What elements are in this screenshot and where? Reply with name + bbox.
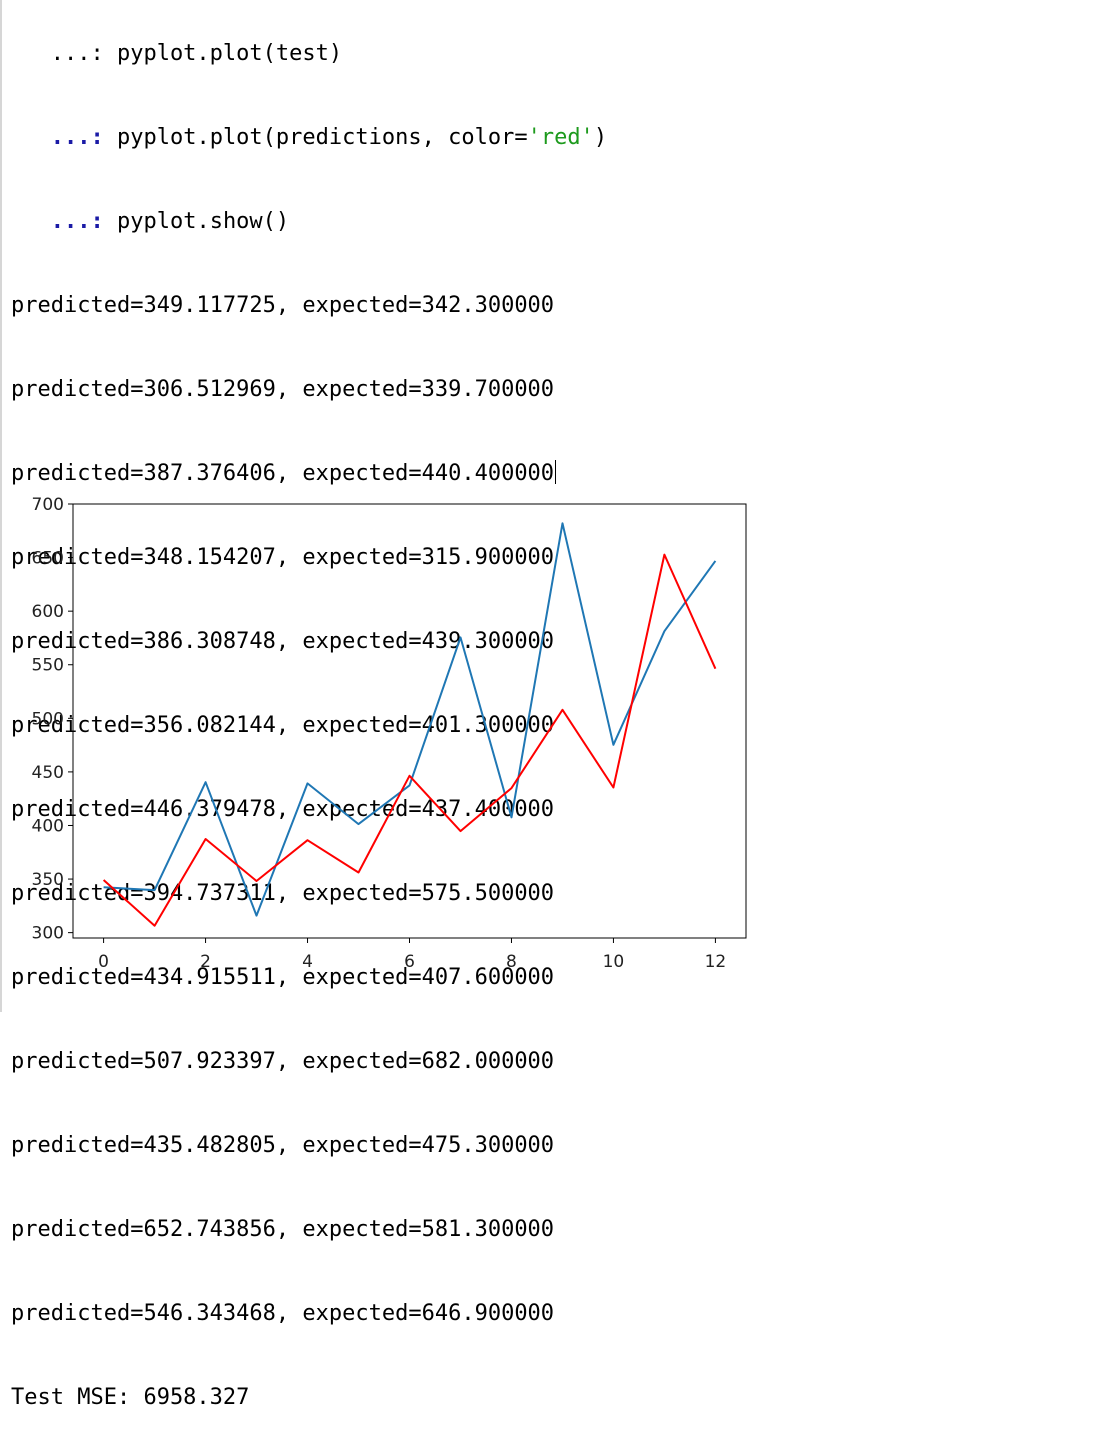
console-line-partial: ...: pyplot.plot(test)	[11, 41, 343, 66]
y-tick-label: 300	[32, 924, 64, 944]
y-tick-label: 600	[32, 602, 64, 622]
series-line-1	[103, 522, 717, 917]
console-line-show: ...: pyplot.show()	[50, 209, 290, 234]
y-tick-label: 500	[32, 709, 64, 729]
output-line: predicted=349.117725, expected=342.30000…	[11, 293, 555, 318]
x-tick-label: 0	[98, 952, 109, 972]
x-tick-label: 8	[506, 952, 517, 972]
continuation-prompt: ...:	[50, 209, 104, 234]
y-tick-label: 550	[32, 656, 64, 676]
x-tick-label: 12	[705, 952, 727, 972]
output-line: predicted=387.376406, expected=440.40000…	[11, 460, 557, 486]
x-tick-label: 6	[404, 952, 415, 972]
mse-line: Test MSE: 6958.327	[11, 1385, 250, 1410]
y-tick-label: 350	[32, 870, 64, 890]
console-line-plot: ...: pyplot.plot(predictions, color='red…	[50, 125, 608, 150]
output-line: predicted=434.915511, expected=407.60000…	[11, 965, 555, 990]
output-line: predicted=348.154207, expected=315.90000…	[11, 545, 555, 570]
x-tick-label: 2	[200, 952, 211, 972]
output-line: predicted=386.308748, expected=439.30000…	[11, 629, 555, 654]
y-tick-label: 400	[32, 816, 64, 836]
x-tick-label: 10	[603, 952, 625, 972]
axes-frame	[72, 503, 747, 939]
y-tick-label: 450	[32, 763, 64, 783]
series-line-2	[102, 553, 717, 927]
output-line: predicted=394.737311, expected=575.50000…	[11, 881, 555, 906]
plot-figure: 300 350 400 450 500 550 600 650 700 0 2 4 6 8 10 12	[0, 480, 760, 980]
output-line: predicted=652.743856, expected=581.30000…	[11, 1217, 555, 1242]
output-line: predicted=306.512969, expected=339.70000…	[11, 377, 555, 402]
output-line: predicted=435.482805, expected=475.30000…	[11, 1133, 555, 1158]
y-tick-label: 650	[32, 549, 64, 569]
text-cursor	[555, 460, 557, 484]
continuation-prompt: ...:	[50, 125, 104, 150]
output-line: predicted=507.923397, expected=682.00000…	[11, 1049, 555, 1074]
string-literal: 'red'	[527, 125, 594, 150]
window-left-border	[0, 0, 2, 1012]
x-tick-label: 4	[302, 952, 313, 972]
line-chart: 300 350 400 450 500 550 600 650 700 0 2 4 6 8 10 12	[32, 495, 747, 972]
output-line: predicted=546.343468, expected=646.90000…	[11, 1301, 555, 1326]
y-tick-label: 700	[32, 495, 64, 515]
